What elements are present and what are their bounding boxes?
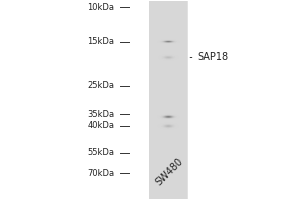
Text: SAP18: SAP18 xyxy=(198,52,229,62)
Text: 10kDa: 10kDa xyxy=(87,3,114,12)
Text: 70kDa: 70kDa xyxy=(87,169,114,178)
Text: 25kDa: 25kDa xyxy=(87,81,114,90)
Text: 55kDa: 55kDa xyxy=(87,148,114,157)
Text: 15kDa: 15kDa xyxy=(87,37,114,46)
Text: SW480: SW480 xyxy=(154,157,185,188)
Text: 35kDa: 35kDa xyxy=(87,110,114,119)
Bar xyxy=(150,7,189,185)
Text: 40kDa: 40kDa xyxy=(87,121,114,130)
